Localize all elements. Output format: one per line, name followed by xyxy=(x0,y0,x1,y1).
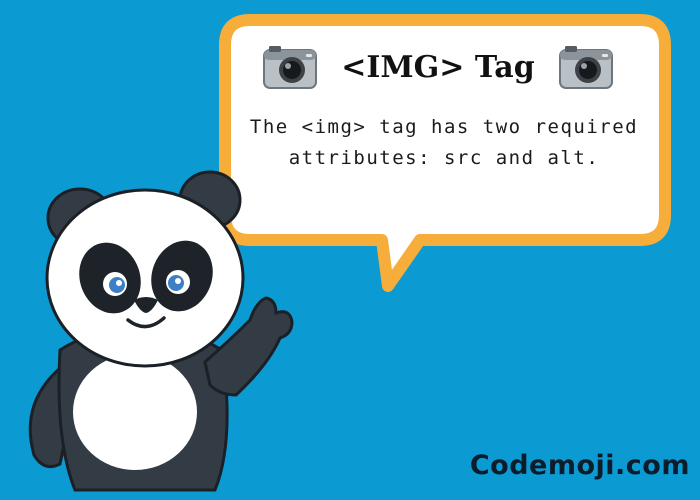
bubble-body-text: The <img> tag has two required attribute… xyxy=(249,116,639,169)
panda-mascot xyxy=(28,170,294,492)
brand-logo-text: Codemoji.com xyxy=(469,450,690,481)
camera-icon xyxy=(263,46,317,89)
camera-icon xyxy=(559,46,613,89)
bubble-title: <IMG> Tag xyxy=(341,49,535,85)
